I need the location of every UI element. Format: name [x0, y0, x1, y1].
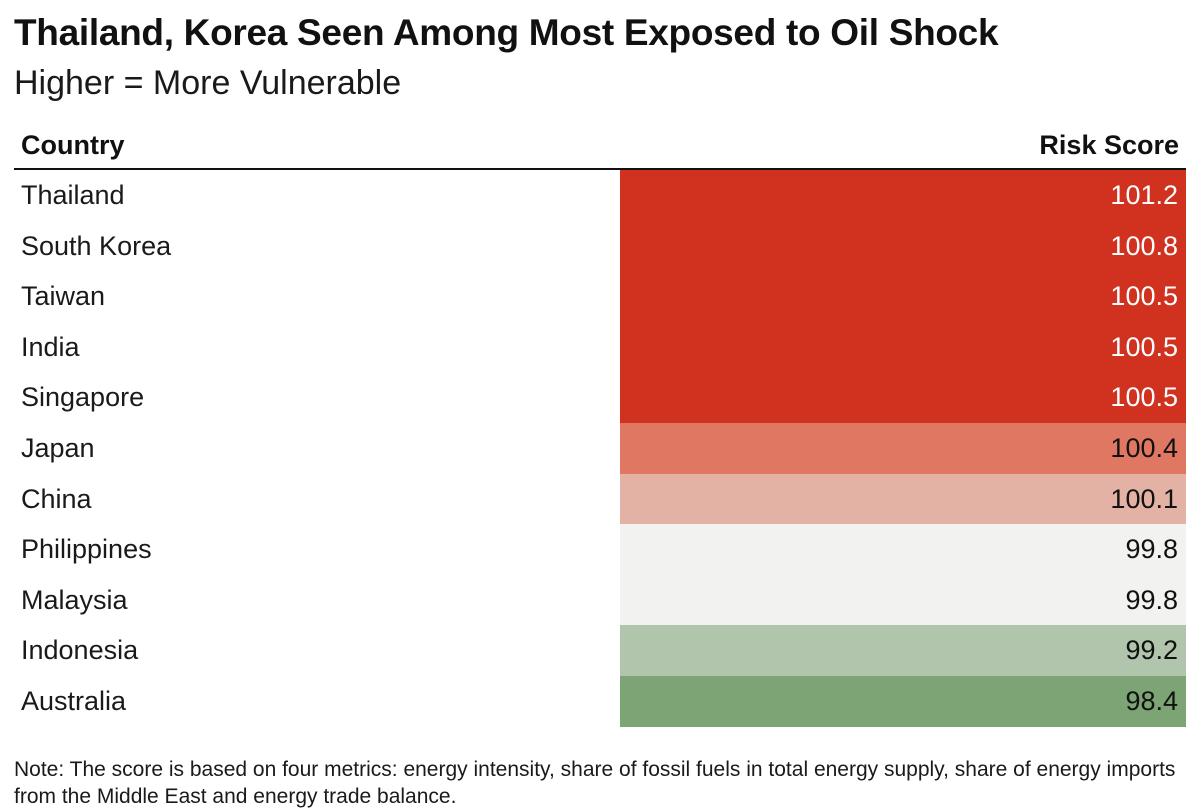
risk-score-cell: 100.5: [620, 372, 1186, 423]
country-label: Australia: [21, 685, 127, 716]
table-row: Malaysia 99.8: [14, 574, 1186, 626]
risk-score-cell: 99.8: [620, 524, 1186, 575]
table-row: India 100.5: [14, 321, 1186, 373]
table-row: Japan 100.4: [14, 422, 1186, 474]
risk-score-table: Country Risk Score Thailand 101.2 South Ko…: [14, 125, 1186, 727]
chart-subtitle: Higher = More Vulnerable: [14, 64, 402, 102]
risk-score-cell: 101.2: [620, 170, 1186, 221]
risk-score-cell: 98.4: [620, 675, 1186, 727]
country-label: Malaysia: [21, 584, 128, 615]
risk-score-cell: 100.4: [620, 422, 1186, 474]
table-body: Thailand 101.2 South Korea 100.8 Taiwan 100.5…: [14, 170, 1186, 727]
table-row: Australia 98.4: [14, 675, 1186, 727]
risk-score-cell: 100.5: [620, 271, 1186, 322]
country-label: Singapore: [21, 382, 145, 413]
column-header-risk-score: Risk Score: [1039, 130, 1179, 160]
country-label: China: [21, 483, 92, 514]
table-row: Taiwan 100.5: [14, 271, 1186, 322]
country-label: Taiwan: [21, 281, 106, 312]
table-row: Philippines 99.8: [14, 524, 1186, 575]
table-row: Thailand 101.2: [14, 170, 1186, 221]
country-label: India: [21, 331, 80, 362]
risk-score-cell: 99.8: [620, 574, 1186, 626]
table-row: South Korea 100.8: [14, 220, 1186, 272]
country-label: Indonesia: [21, 635, 139, 666]
risk-score-cell: 100.8: [620, 220, 1186, 272]
risk-score-cell: 100.1: [620, 473, 1186, 525]
country-label: Thailand: [21, 180, 125, 210]
table-row: Singapore 100.5: [14, 372, 1186, 423]
table-row: Indonesia 99.2: [14, 625, 1186, 676]
country-label: South Korea: [21, 230, 172, 261]
table-row: China 100.1: [14, 473, 1186, 525]
risk-score-cell: 100.5: [620, 321, 1186, 373]
chart-title: Thailand, Korea Seen Among Most Exposed …: [14, 12, 999, 53]
country-label: Philippines: [21, 534, 152, 565]
footnote: Note: The score is based on four metrics…: [14, 758, 1176, 808]
country-label: Japan: [21, 432, 95, 463]
risk-score-cell: 99.2: [620, 625, 1186, 676]
column-header-country: Country: [21, 130, 125, 160]
table-header: Country Risk Score: [14, 125, 1186, 170]
